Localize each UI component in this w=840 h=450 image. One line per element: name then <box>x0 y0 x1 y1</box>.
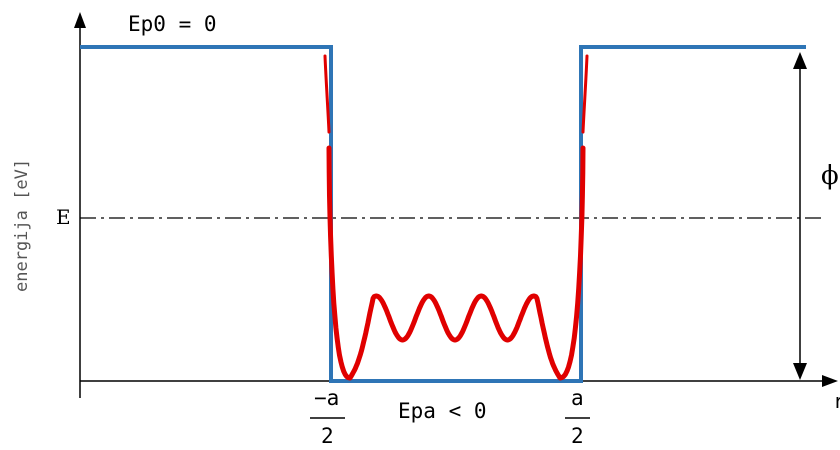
wavefunction-curve <box>326 145 586 381</box>
potential-well <box>80 45 806 383</box>
energy-label: E <box>56 205 71 229</box>
phi-arrow-top-icon <box>793 52 807 69</box>
ep0-label: Ep0 = 0 <box>128 12 217 36</box>
left-fraction-denominator: 2 <box>321 424 334 448</box>
right-fraction-numerator: a <box>571 386 584 410</box>
phi-label: ϕ <box>821 161 839 191</box>
wavefunction-left-tail <box>323 54 331 134</box>
y-axis-arrow-icon <box>74 12 86 28</box>
y-axis-label: energija [eV] <box>12 159 32 292</box>
left-fraction-numerator: −a <box>314 386 339 410</box>
r-axis-label: r <box>833 389 840 413</box>
epa-label: Epa < 0 <box>398 399 487 423</box>
phi-arrow-bottom-icon <box>793 363 807 380</box>
wavefunction-right-tail <box>581 54 589 134</box>
x-axis-arrow-icon <box>822 375 838 387</box>
right-fraction-denominator: 2 <box>571 424 584 448</box>
